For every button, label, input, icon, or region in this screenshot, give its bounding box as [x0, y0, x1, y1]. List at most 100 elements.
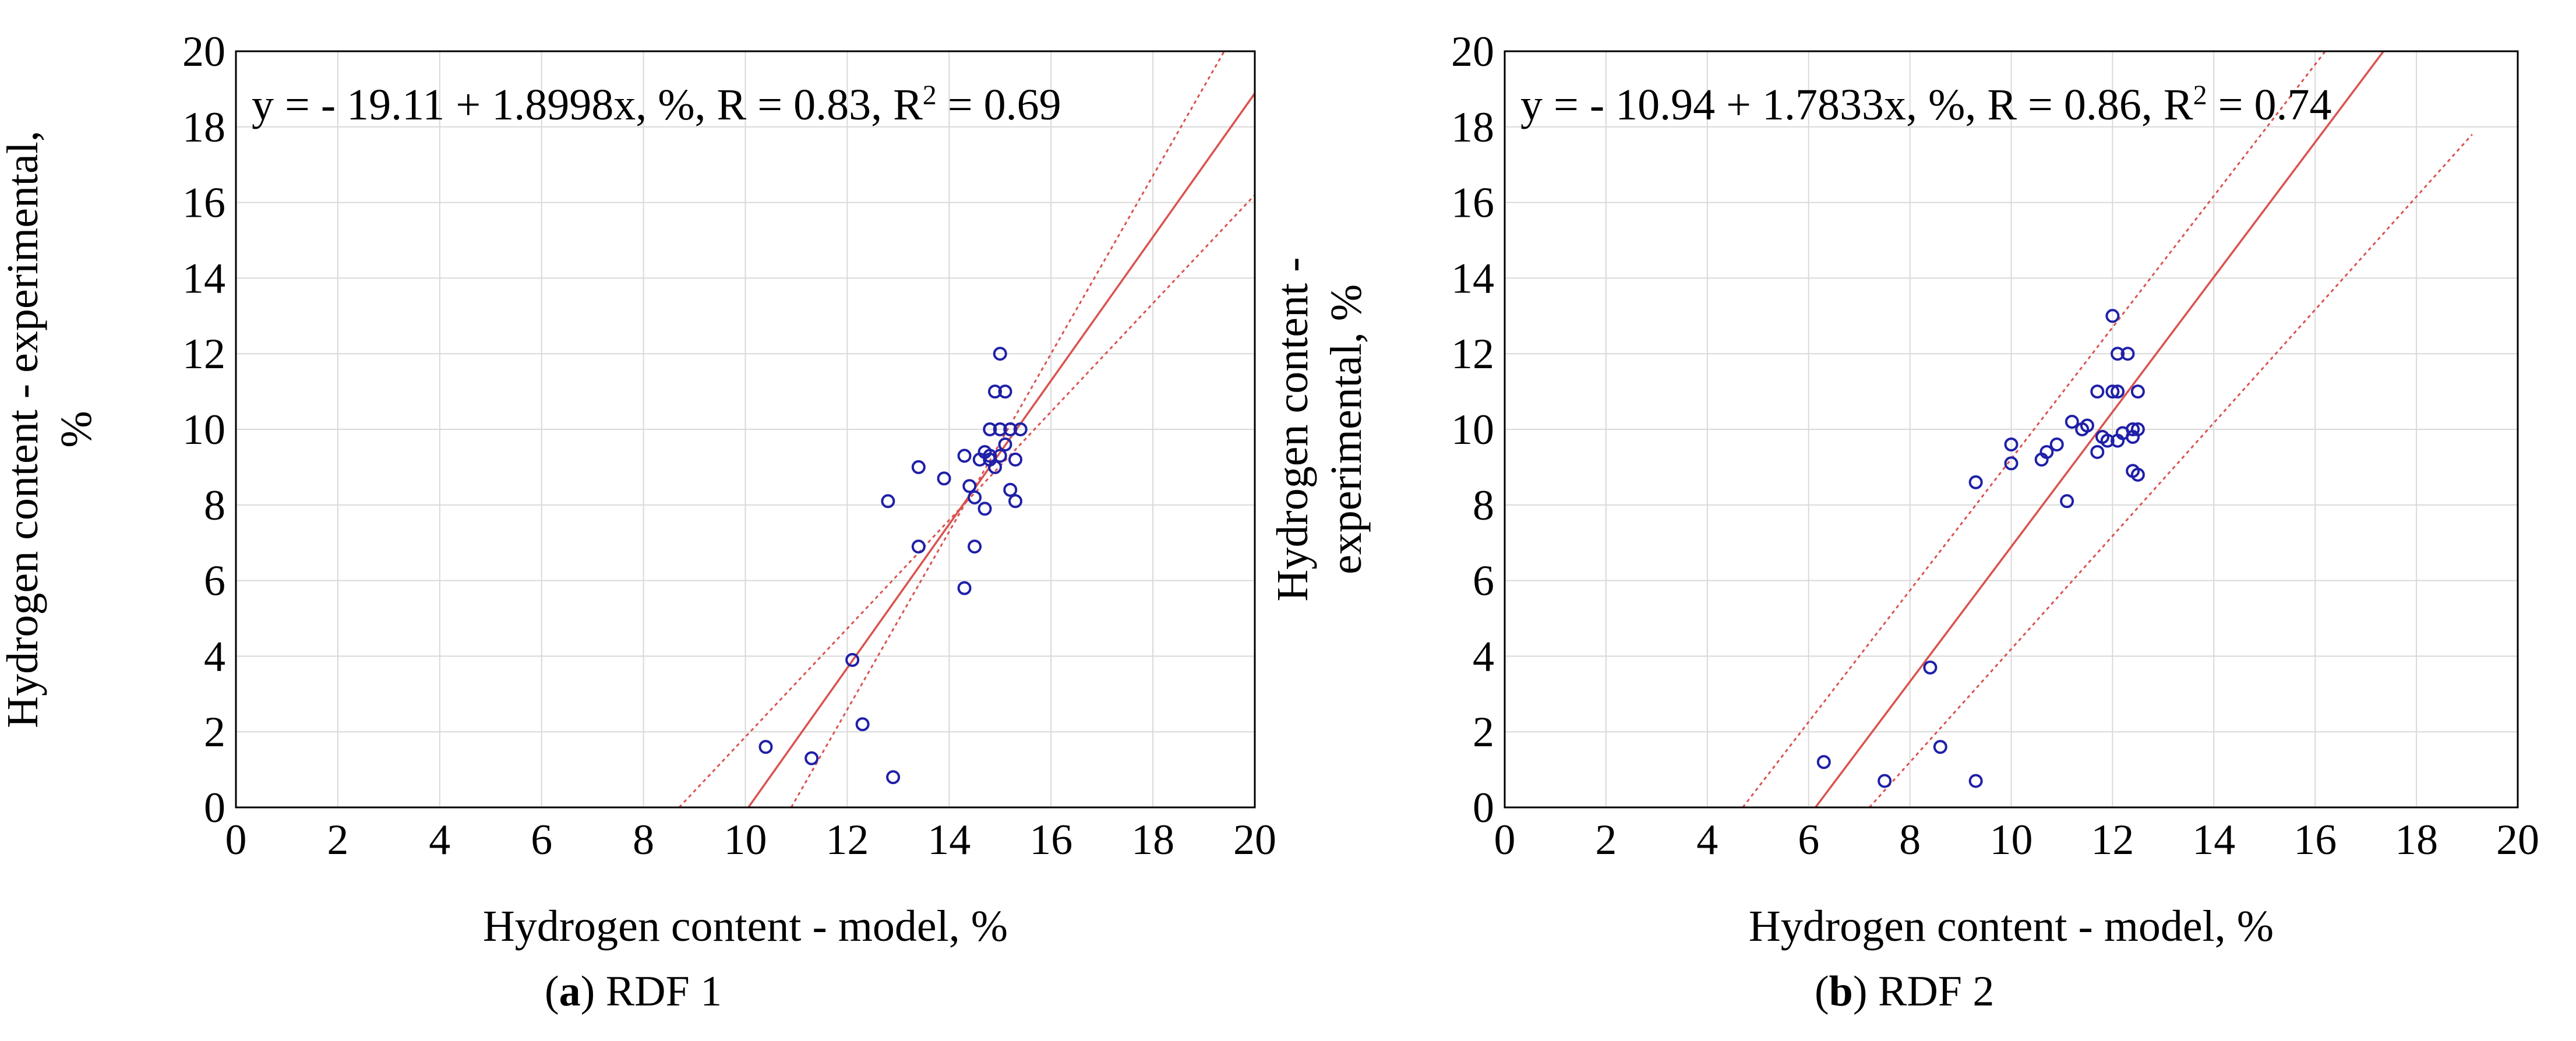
x-tick-label: 2	[327, 816, 348, 864]
data-point	[886, 770, 901, 785]
data-point	[998, 384, 1012, 399]
caption-b: (b) RDF 2	[1815, 968, 1995, 1015]
y-tick-label: 12	[1451, 330, 1494, 378]
y-tick-labels: 0 2 4 6 8 10 12 14 16 18 20	[1451, 28, 1494, 832]
x-tick-label: 16	[2293, 816, 2337, 864]
data-point	[937, 471, 951, 486]
x-tick-label: 4	[1696, 816, 1718, 864]
data-point	[988, 460, 1003, 474]
y-tick-label: 8	[1473, 482, 1494, 530]
caption-b-letter: b	[1829, 968, 1853, 1015]
data-point	[1008, 452, 1022, 467]
regression-line	[1815, 51, 2384, 807]
data-point	[968, 539, 982, 554]
y-tick-label: 12	[182, 330, 225, 378]
data-point	[962, 479, 977, 493]
x-tick-labels: 0 2 4 6 8 10 12 14 16 18 20	[225, 816, 1277, 864]
data-point	[2130, 422, 2145, 436]
data-point	[957, 449, 972, 463]
y-tick-label: 14	[182, 255, 225, 302]
y-tick-label: 0	[204, 784, 225, 832]
data-point	[988, 384, 1003, 399]
data-point	[998, 437, 1012, 451]
data-point	[1968, 475, 1983, 489]
data-point	[2130, 467, 2145, 482]
data-point	[2090, 384, 2105, 399]
lower-confidence-band	[1868, 133, 2473, 807]
y-tick-label: 6	[1473, 557, 1494, 605]
data-point	[2080, 418, 2094, 433]
data-point	[855, 717, 870, 732]
data-point	[2105, 309, 2120, 323]
y-axis-label: Hydrogen content - experimental, %	[1268, 257, 1371, 602]
y-tick-label: 10	[182, 406, 225, 454]
data-point	[2100, 433, 2115, 448]
y-tick-label: 18	[1451, 104, 1494, 151]
x-tick-label: 0	[225, 816, 247, 864]
data-point	[1933, 740, 1947, 754]
y-tick-label: 14	[1451, 255, 1494, 302]
data-point	[2039, 444, 2054, 459]
y-tick-label: 2	[1473, 708, 1494, 756]
x-tick-label: 20	[2496, 816, 2539, 864]
data-point	[1013, 422, 1028, 436]
x-tick-label: 8	[633, 816, 654, 864]
x-axis-label: Hydrogen content - model, %	[1749, 902, 2274, 951]
data-point	[2060, 494, 2074, 509]
data-point	[2049, 437, 2064, 451]
data-point	[1003, 422, 1018, 436]
data-point	[911, 460, 926, 474]
y-tick-label: 0	[1473, 784, 1494, 832]
y-tick-label: 10	[1451, 406, 1494, 454]
x-tick-labels: 0 2 4 6 8 10 12 14 16 18 20	[1494, 816, 2540, 864]
x-tick-label: 6	[1798, 816, 1819, 864]
x-tick-label: 10	[1990, 816, 2033, 864]
x-tick-label: 12	[2091, 816, 2134, 864]
data-point	[1923, 660, 1938, 675]
data-point	[845, 652, 860, 667]
data-point	[978, 502, 992, 516]
data-point	[758, 740, 773, 754]
x-tick-label: 20	[1233, 816, 1276, 864]
y-tick-label: 20	[182, 28, 225, 76]
x-tick-label: 18	[2395, 816, 2438, 864]
regression-equation: y = - 19.11 + 1.8998x, %, R = 0.83, R2 =…	[252, 80, 1061, 130]
y-tick-label: 4	[204, 633, 225, 680]
x-tick-label: 4	[429, 816, 450, 864]
data-point	[983, 422, 997, 436]
grid-lines	[1504, 51, 2518, 808]
confidence-bands	[678, 51, 1255, 807]
data-point	[1008, 494, 1022, 509]
x-tick-label: 6	[531, 816, 552, 864]
data-point	[2004, 456, 2019, 471]
data-point	[2004, 437, 2019, 451]
plot-frame	[1504, 50, 2519, 809]
x-axis-label: Hydrogen content - model, %	[483, 902, 1008, 951]
data-point	[2111, 384, 2125, 399]
x-tick-label: 0	[1494, 816, 1516, 864]
y-tick-label: 6	[204, 557, 225, 605]
data-point	[1968, 774, 1983, 788]
data-point	[1878, 774, 1892, 788]
lower-confidence-band	[678, 194, 1255, 807]
caption-b-text: RDF 2	[1867, 968, 1995, 1015]
x-tick-label: 8	[1899, 816, 1921, 864]
fit-line	[1815, 51, 2384, 807]
data-point	[993, 347, 1007, 361]
y-tick-label: 16	[1451, 179, 1494, 227]
y-tick-label: 2	[204, 708, 225, 756]
y-tick-label: 20	[1451, 28, 1494, 76]
upper-confidence-band	[790, 51, 1225, 807]
x-tick-label: 2	[1595, 816, 1617, 864]
data-point	[968, 490, 982, 504]
data-point	[881, 494, 895, 509]
y-tick-label: 16	[182, 179, 225, 227]
data-point	[1816, 755, 1831, 770]
regression-equation: y = - 10.94 + 1.7833x, %, R = 0.86, R2 =…	[1520, 80, 2331, 130]
data-point	[993, 422, 1007, 436]
caption-a: (a) RDF 1	[545, 968, 722, 1015]
data-points	[758, 347, 1028, 785]
data-points	[1816, 309, 2145, 788]
grid-lines	[235, 51, 1255, 808]
